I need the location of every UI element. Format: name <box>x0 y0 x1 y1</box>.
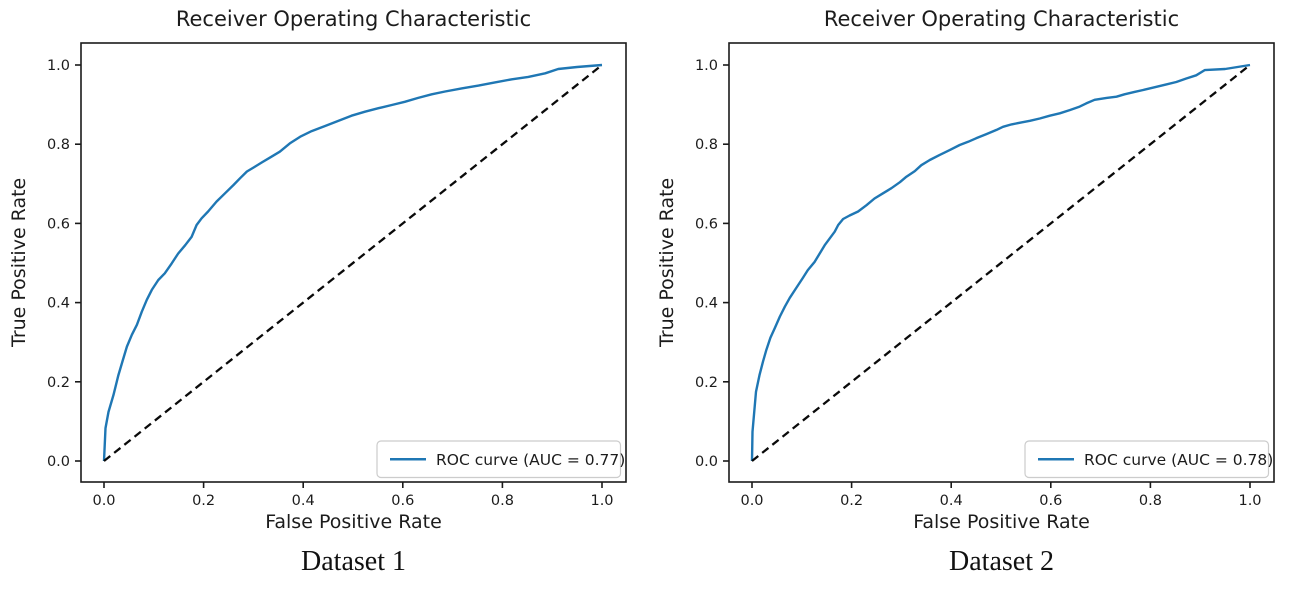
y-tick-label: 0.8 <box>47 137 70 153</box>
x-axis-label: False Positive Rate <box>265 511 442 533</box>
legend-box <box>1024 440 1270 479</box>
y-tick-label: 0.0 <box>47 454 70 470</box>
roc-curve-line <box>750 63 1251 462</box>
roc-figure-dataset-2: Receiver Operating Characteristic 0.0 0.2… <box>648 0 1296 590</box>
legend-label: ROC curve (AUC = 0.77) <box>436 451 625 469</box>
x-tick-label: 0.6 <box>1039 493 1062 509</box>
roc-figure-dataset-1: Receiver Operating Characteristic 0.0 0.2… <box>0 0 648 590</box>
y-axis-label: True Positive Rate <box>656 177 678 348</box>
y-tick-label: 0.4 <box>47 296 70 312</box>
x-axis-label: False Positive Rate <box>913 511 1090 533</box>
chance-diagonal-line <box>751 64 1251 462</box>
y-tick-label: 0.8 <box>695 137 718 153</box>
y-tick-label: 0.2 <box>47 375 70 391</box>
plot-frame <box>80 42 627 483</box>
legend-box <box>376 440 622 479</box>
y-tick-label: 1.0 <box>47 58 70 74</box>
plot-frame <box>728 42 1275 483</box>
x-tick-label: 0.2 <box>192 493 215 509</box>
x-tick-label: 0.4 <box>940 493 963 509</box>
chart-title: Receiver Operating Characteristic <box>823 7 1180 31</box>
y-tick-label: 0.2 <box>695 375 718 391</box>
x-tick-label: 0.6 <box>391 493 414 509</box>
x-tick-label: 0.0 <box>740 493 763 509</box>
x-tick-label: 1.0 <box>590 493 613 509</box>
roc-chart-svg: 0.0 0.2 0.4 0.6 0.8 1.0 0.0 0.2 0.4 0.6 0.8 1.0 ROC … <box>695 42 1275 509</box>
legend-label: ROC curve (AUC = 0.78) <box>1084 451 1273 469</box>
chance-diagonal-line <box>103 64 603 462</box>
x-tick-label: 1.0 <box>1238 493 1261 509</box>
chart-title: Receiver Operating Characteristic <box>175 7 532 31</box>
figure-caption: Dataset 2 <box>949 546 1054 577</box>
y-tick-label: 1.0 <box>695 58 718 74</box>
y-tick-label: 0.6 <box>47 216 70 232</box>
y-tick-label: 0.0 <box>695 454 718 470</box>
y-tick-label: 0.4 <box>695 296 718 312</box>
x-tick-label: 0.8 <box>1139 493 1162 509</box>
y-axis-label: True Positive Rate <box>8 177 30 348</box>
x-tick-label: 0.0 <box>92 493 115 509</box>
figure-caption: Dataset 1 <box>301 546 406 577</box>
roc-curve-line <box>102 63 603 462</box>
x-tick-label: 0.2 <box>840 493 863 509</box>
x-tick-label: 0.8 <box>491 493 514 509</box>
roc-chart-svg: 0.0 0.2 0.4 0.6 0.8 1.0 0.0 0.2 0.4 0.6 0.8 1.0 ROC … <box>47 42 627 509</box>
y-tick-label: 0.6 <box>695 216 718 232</box>
x-tick-label: 0.4 <box>292 493 315 509</box>
